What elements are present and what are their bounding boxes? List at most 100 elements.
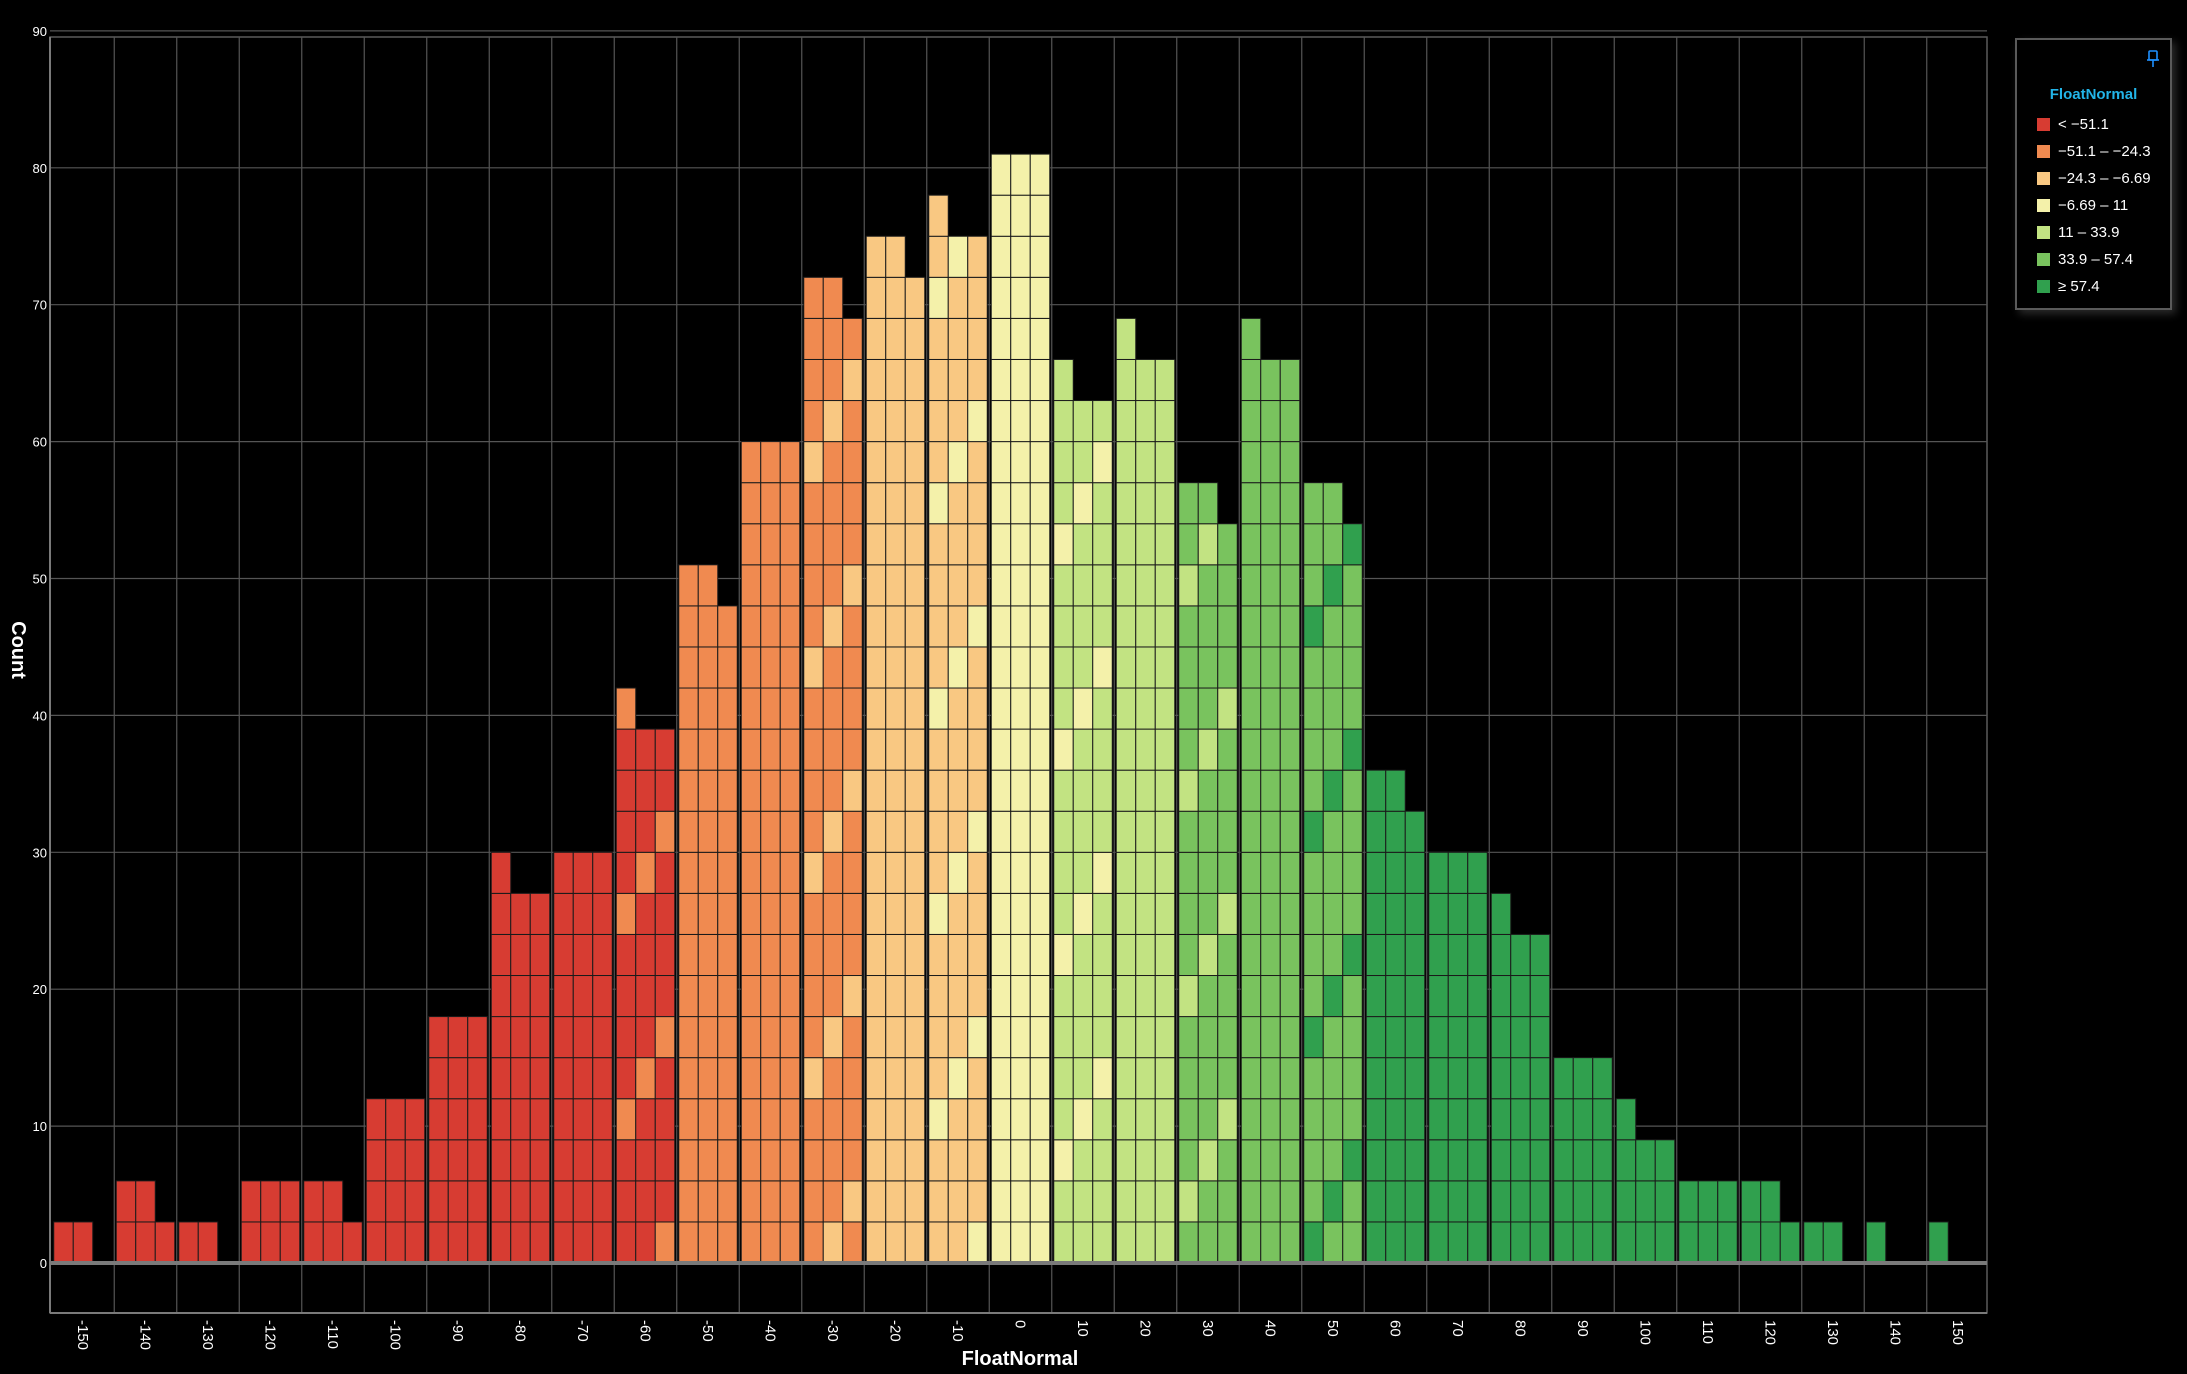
bar-cell — [1197, 1057, 1219, 1100]
bar-cell — [1029, 975, 1051, 1018]
bar-cell — [1029, 194, 1051, 237]
bar-cell — [779, 892, 801, 935]
bin--80 — [490, 851, 551, 1264]
bar-cell — [428, 1016, 449, 1059]
bar-cell — [803, 1221, 824, 1264]
bar-cell — [1240, 1098, 1262, 1141]
bar-cell — [1217, 769, 1238, 812]
bar-cell — [635, 810, 656, 853]
bar-cell — [1342, 605, 1363, 648]
legend-item[interactable]: < −51.1 — [2037, 111, 2151, 138]
bar-cell — [885, 810, 906, 853]
bar-cell — [842, 1180, 863, 1223]
bar-cell — [760, 482, 781, 525]
bar-cell — [803, 441, 824, 484]
bar-cell — [1135, 358, 1156, 402]
pin-icon[interactable] — [2146, 50, 2160, 68]
bar-cell — [1615, 1098, 1637, 1141]
bar-cell — [885, 851, 906, 894]
bar-cell — [1053, 728, 1074, 771]
bar-cell — [865, 1057, 887, 1100]
bar-cell — [822, 1098, 844, 1141]
bar-cell — [1303, 892, 1324, 935]
bar-cell — [947, 975, 969, 1018]
bar-cell — [904, 605, 926, 648]
bar-cell — [1072, 1057, 1094, 1100]
bar-cell — [1490, 1016, 1512, 1059]
bar-cell — [1529, 1180, 1551, 1223]
bar-cell — [885, 646, 906, 689]
bar-cell — [1154, 810, 1176, 853]
legend-item[interactable]: −51.1 – −24.3 — [2037, 138, 2151, 165]
bar-cell — [510, 933, 531, 977]
bar-cell — [1217, 564, 1238, 607]
bar-cell — [1197, 482, 1219, 525]
legend-item[interactable]: −6.69 – 11 — [2037, 192, 2151, 219]
bar-cell — [1053, 358, 1074, 402]
bar-cell — [760, 1139, 781, 1182]
bar-cell — [1010, 687, 1031, 730]
legend-item[interactable]: ≥ 57.4 — [2037, 273, 2151, 300]
bar-cell — [803, 975, 824, 1018]
bar-cell — [1240, 1221, 1262, 1264]
bar-cell — [592, 892, 613, 935]
bar-cell — [53, 1221, 74, 1264]
y-tick-label: 60 — [33, 435, 47, 450]
bar-cell — [947, 276, 969, 319]
bar-cell — [904, 1016, 926, 1059]
bar-cell — [1467, 1221, 1488, 1264]
bar-cell — [803, 1139, 824, 1182]
bar-cell — [760, 851, 781, 894]
bar-cell — [990, 975, 1012, 1018]
legend-item[interactable]: −24.3 – −6.69 — [2037, 165, 2151, 192]
bar-cell — [779, 441, 801, 484]
bar-cell — [365, 1221, 387, 1264]
bar-cell — [822, 523, 844, 566]
bar-cell — [990, 1180, 1012, 1223]
bar-cell — [697, 646, 719, 689]
bar-cell — [1404, 1016, 1426, 1059]
bar-cell — [928, 1139, 949, 1182]
bar-cell — [1510, 975, 1531, 1018]
bar-cell — [1029, 441, 1051, 484]
bar-cell — [553, 1098, 574, 1141]
legend: FloatNormal < −51.1 −51.1 – −24.3 −24.3 – … — [2015, 38, 2172, 310]
bin--140 — [115, 1180, 176, 1264]
bar-cell — [490, 1057, 512, 1100]
bar-cell — [467, 1221, 488, 1264]
bar-cell — [1404, 1221, 1426, 1264]
bar-cell — [760, 1057, 781, 1100]
bar-cell — [1260, 1098, 1281, 1141]
bin-20 — [1115, 317, 1176, 1264]
bar-cell — [1260, 1057, 1281, 1100]
bar-cell — [654, 1016, 676, 1059]
bar-cell — [1490, 1098, 1512, 1141]
bar-cell — [1322, 523, 1344, 566]
legend-item[interactable]: 33.9 – 57.4 — [2037, 246, 2151, 273]
bar-cell — [1092, 564, 1113, 607]
bar-cell — [1467, 1057, 1488, 1100]
bar-cell — [654, 851, 676, 894]
bar-cell — [1092, 523, 1113, 566]
x-tick-label: 40 — [1262, 1320, 1279, 1337]
bar-cell — [865, 1098, 887, 1141]
bar-cell — [1092, 810, 1113, 853]
bar-cell — [1053, 1057, 1074, 1100]
bar-cell — [1322, 892, 1344, 935]
x-tick-label: -140 — [137, 1320, 154, 1350]
bar-cell — [947, 933, 969, 977]
bar-cell — [1572, 1139, 1594, 1182]
bar-cell — [1342, 1057, 1363, 1100]
bar-cell — [1365, 1221, 1387, 1264]
bar-cell — [385, 1139, 406, 1182]
bar-cell — [803, 933, 824, 977]
bar-cell — [779, 646, 801, 689]
bar-cell — [1490, 1057, 1512, 1100]
bar-cell — [1240, 728, 1262, 771]
bar-cell — [572, 1016, 594, 1059]
bar-cell — [1365, 1057, 1387, 1100]
legend-item[interactable]: 11 – 33.9 — [2037, 219, 2151, 246]
bar-cell — [1010, 728, 1031, 771]
y-axis-title: Count — [7, 621, 29, 679]
bar-cell — [490, 975, 512, 1018]
